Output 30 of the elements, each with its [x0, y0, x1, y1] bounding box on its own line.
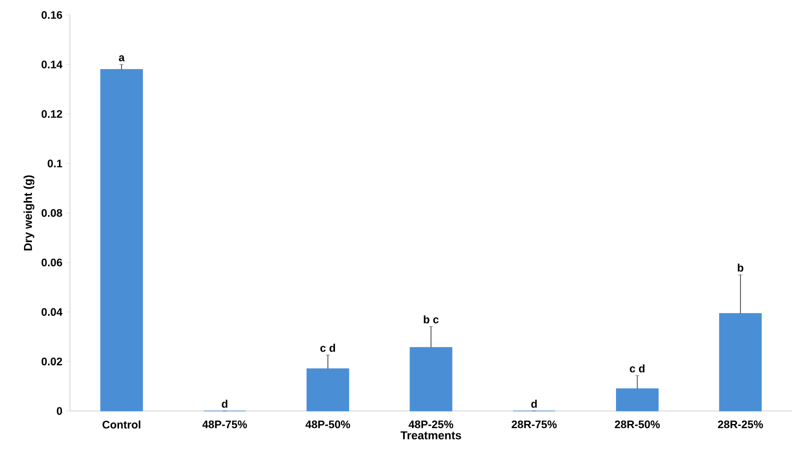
- x-tick-label: 48P-25%: [408, 420, 454, 428]
- x-axis-title: Treatments: [400, 431, 462, 440]
- annotation: c d: [320, 344, 336, 352]
- x-tick-label: 48P-50%: [305, 420, 350, 428]
- bar: [100, 69, 143, 412]
- y-tick-label: 0.12: [42, 110, 62, 118]
- x-tick-label: 28R-75%: [512, 420, 557, 428]
- y-tick-label: 0.08: [42, 209, 62, 217]
- x-tick-label: 28R-25%: [718, 420, 763, 428]
- y-axis-title: Dry weight (g): [24, 175, 34, 250]
- annotation: d: [531, 400, 537, 408]
- annotation: a: [118, 55, 125, 62]
- y-tick-label: 0.04: [42, 308, 62, 316]
- y-tick-label: 0.14: [42, 60, 62, 68]
- bar: [306, 368, 350, 412]
- bar: [719, 313, 762, 412]
- annotation: b c: [424, 315, 439, 324]
- bar: [616, 388, 659, 412]
- y-tick-label: 0.06: [42, 258, 62, 266]
- y-tick-label: 0.16: [42, 11, 62, 19]
- y-tick-label: 0.02: [42, 358, 62, 366]
- x-tick-label: Control: [102, 420, 140, 429]
- y-tick-label: 0: [56, 407, 62, 415]
- annotation: c d: [630, 364, 644, 372]
- bar: [410, 347, 452, 412]
- annotation: b: [738, 264, 744, 272]
- x-tick-label: 28R-50%: [614, 420, 660, 428]
- annotation: d: [222, 400, 228, 408]
- x-tick-label: 48P-75%: [202, 420, 247, 428]
- y-tick-label: 0.1: [48, 160, 62, 168]
